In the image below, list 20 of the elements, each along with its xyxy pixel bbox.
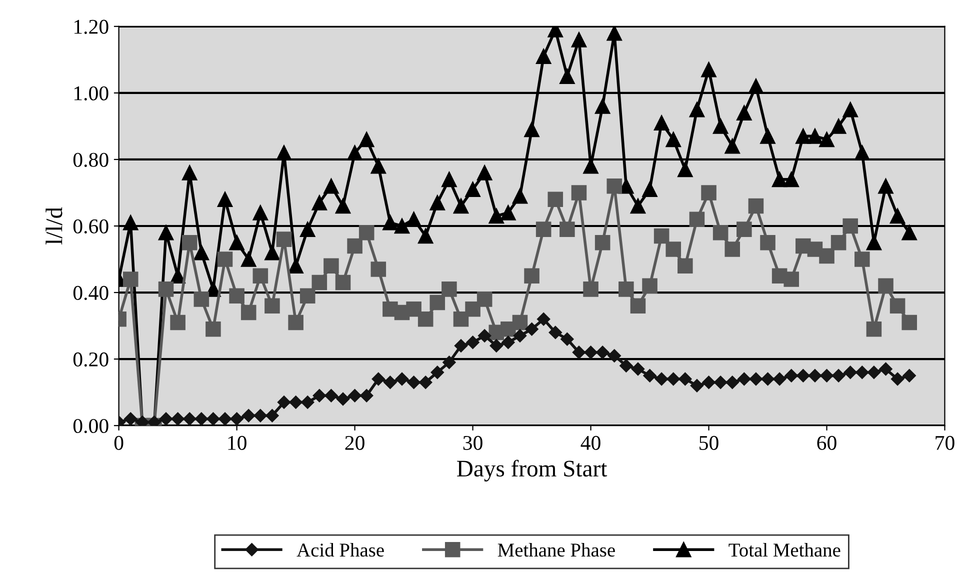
x-tick-label: 30 — [463, 436, 482, 450]
legend-label: Acid Phase — [296, 542, 384, 557]
x-tick-label: 70 — [936, 436, 954, 450]
x-tick-label: 50 — [700, 436, 718, 450]
y-tick-label: 1.00 — [74, 86, 108, 100]
x-tick-label: 0 — [114, 436, 124, 450]
y-tick-label: 0.80 — [73, 152, 108, 167]
x-tick-label: 10 — [228, 436, 246, 450]
y-tick-label: 0.20 — [73, 352, 108, 367]
y-tick-label: 0.00 — [73, 418, 108, 434]
legend-label: Total Methane — [728, 542, 840, 557]
y-tick-label: 0.40 — [73, 286, 108, 300]
legend-label: Methane Phase — [498, 542, 615, 557]
y-tick-label: 1.20 — [74, 20, 108, 34]
y-axis-title: l/l/d — [46, 207, 62, 245]
x-tick-label: 20 — [345, 436, 364, 450]
x-axis-title: Days from Start — [457, 460, 608, 482]
x-tick-label: 60 — [817, 436, 836, 450]
x-tick-label: 40 — [580, 436, 600, 450]
y-tick-label: 0.60 — [73, 219, 108, 234]
